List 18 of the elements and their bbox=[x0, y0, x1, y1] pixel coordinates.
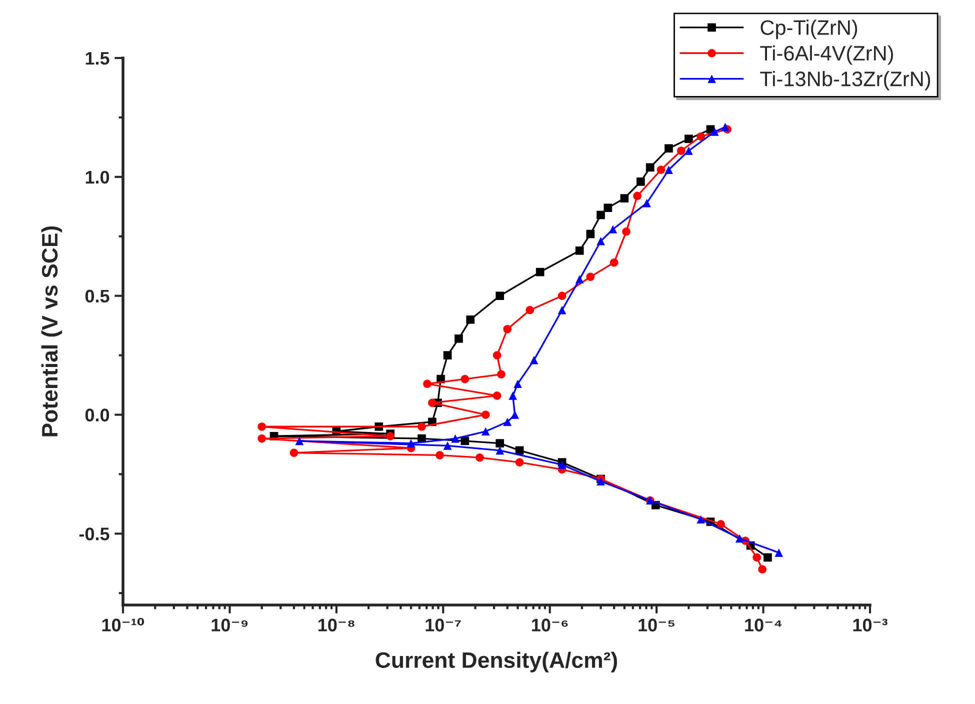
y-tick-label: 0.0 bbox=[85, 408, 110, 422]
x-tick-label: 10⁻¹⁰ bbox=[102, 618, 144, 632]
y-tick-label: -0.5 bbox=[79, 528, 110, 540]
legend-label: Ti-13Nb-13Zr(ZrN) bbox=[760, 71, 930, 90]
y-tick-label: 1.5 bbox=[86, 52, 110, 65]
y-tick-label: 0.5 bbox=[85, 290, 110, 303]
legend-label: Cp-Ti(ZrN) bbox=[760, 20, 858, 40]
x-tick-label: 10⁻⁸ bbox=[318, 618, 354, 632]
y-axis-title: Potential (V vs SCE) bbox=[41, 226, 62, 436]
x-tick-label: 10⁻⁴ bbox=[745, 618, 782, 632]
x-axis-title: Current Density(A/cm²) bbox=[376, 652, 618, 672]
x-tick-label: 10⁻⁵ bbox=[638, 618, 675, 632]
legend-label: Ti-6Al-4V(ZrN) bbox=[760, 45, 894, 65]
y-tick-label: 1.0 bbox=[86, 170, 110, 184]
x-tick-label: 10⁻³ bbox=[853, 618, 888, 632]
x-tick-label: 10⁻⁹ bbox=[212, 618, 248, 632]
x-tick-label: 10⁻⁷ bbox=[426, 618, 461, 632]
x-tick-label: 10⁻⁶ bbox=[532, 618, 568, 632]
